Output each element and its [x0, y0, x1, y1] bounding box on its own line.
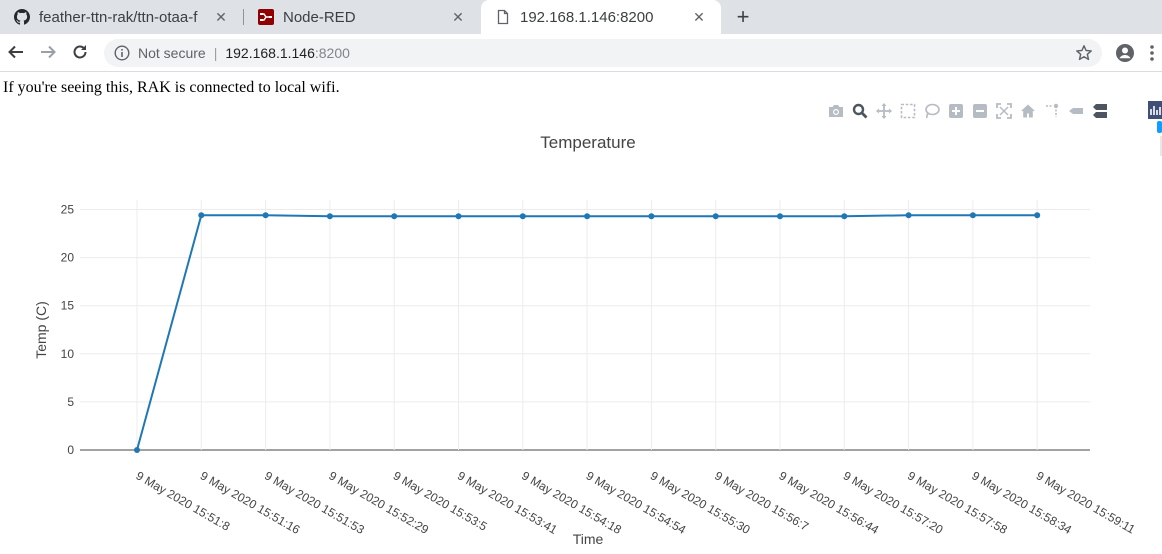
- browser-toolbar: Not secure | 192.168.1.146:8200: [0, 34, 1162, 72]
- info-icon[interactable]: [114, 45, 130, 61]
- zoom-icon[interactable]: [851, 102, 869, 120]
- profile-avatar-icon[interactable]: [1115, 43, 1135, 63]
- hover-closest-icon[interactable]: [1067, 102, 1085, 120]
- data-point: [262, 212, 269, 219]
- chart-title: Temperature: [540, 133, 635, 152]
- y-tick-label: 5: [67, 395, 74, 409]
- node-red-icon: [258, 9, 274, 25]
- data-point: [648, 213, 655, 220]
- url-port: :8200: [314, 45, 350, 61]
- autoscale-icon[interactable]: [995, 102, 1013, 120]
- reload-button[interactable]: [68, 40, 92, 64]
- tab-title: feather-ttn-rak/ttn-otaa-f: [39, 8, 198, 26]
- back-arrow-icon: [8, 45, 23, 59]
- y-tick-label: 20: [61, 251, 75, 265]
- data-point: [455, 213, 462, 220]
- y-tick-label: 10: [61, 347, 75, 361]
- zoom-in-icon[interactable]: [947, 102, 965, 120]
- address-bar[interactable]: Not secure | 192.168.1.146:8200: [104, 39, 1102, 67]
- reset-axes-icon[interactable]: [1019, 102, 1037, 120]
- bookmark-star-icon[interactable]: [1075, 44, 1093, 62]
- spike-lines-icon[interactable]: [1043, 102, 1061, 120]
- data-point: [584, 213, 591, 220]
- y-tick-label: 0: [67, 443, 74, 457]
- data-point: [712, 213, 719, 220]
- tab-title: 192.168.1.146:8200: [520, 8, 654, 26]
- security-label: Not secure: [138, 45, 206, 61]
- box-select-icon[interactable]: [899, 102, 917, 120]
- data-point: [326, 213, 333, 220]
- data-point: [969, 212, 976, 219]
- data-point: [841, 213, 848, 220]
- plotly-logo-icon[interactable]: [1148, 101, 1162, 157]
- connection-message: If you're seeing this, RAK is connected …: [3, 79, 340, 96]
- back-button[interactable]: [4, 40, 28, 64]
- y-axis-title: Temp (C): [33, 301, 49, 359]
- kebab-menu-icon[interactable]: [1148, 43, 1156, 63]
- reload-icon: [73, 45, 87, 59]
- data-point: [1034, 212, 1041, 219]
- x-axis-ticks: 9 May 2020 15:51:89 May 2020 15:51:169 M…: [134, 468, 1138, 537]
- lasso-select-icon[interactable]: [923, 102, 941, 120]
- hover-compare-icon[interactable]: [1091, 102, 1109, 120]
- pan-icon[interactable]: [875, 102, 893, 120]
- new-tab-button[interactable]: +: [736, 4, 750, 29]
- data-point: [134, 447, 140, 453]
- close-tab-icon[interactable]: ✕: [452, 8, 464, 25]
- tab-title: Node-RED: [283, 8, 356, 26]
- tab-active-page[interactable]: 192.168.1.146:8200 ✕: [481, 0, 721, 34]
- data-point: [777, 213, 783, 220]
- zoom-out-icon[interactable]: [971, 102, 989, 120]
- x-axis-title: Time: [573, 531, 604, 547]
- close-tab-icon[interactable]: ✕: [693, 8, 705, 25]
- tab-node-red[interactable]: Node-RED ✕: [244, 0, 480, 34]
- temperature-series: [134, 212, 1041, 453]
- address-separator: |: [213, 45, 218, 61]
- github-icon: [14, 9, 30, 25]
- page-icon: [497, 9, 509, 25]
- forward-button[interactable]: [36, 40, 60, 64]
- chart-grid: [80, 200, 1090, 451]
- tab-strip: feather-ttn-rak/ttn-otaa-f ✕ Node-RED ✕ …: [0, 0, 1162, 34]
- camera-icon[interactable]: [827, 102, 845, 120]
- plot-modebar: [827, 102, 1115, 120]
- y-tick-label: 25: [61, 203, 75, 217]
- y-tick-label: 15: [61, 299, 75, 313]
- url-host: 192.168.1.146: [225, 45, 315, 61]
- close-tab-icon[interactable]: ✕: [215, 8, 227, 25]
- data-point: [905, 212, 912, 219]
- data-point: [519, 213, 526, 220]
- forward-arrow-icon: [41, 45, 56, 59]
- temperature-chart: Temperature 0 5 10 15 20 25 9 May 2020 15:51:…: [33, 133, 1138, 547]
- tab-separator: [243, 9, 244, 25]
- data-point: [391, 213, 398, 220]
- tab-github[interactable]: feather-ttn-rak/ttn-otaa-f ✕: [0, 0, 243, 34]
- data-point: [198, 212, 205, 219]
- y-axis-ticks: 0 5 10 15 20 25: [61, 203, 75, 458]
